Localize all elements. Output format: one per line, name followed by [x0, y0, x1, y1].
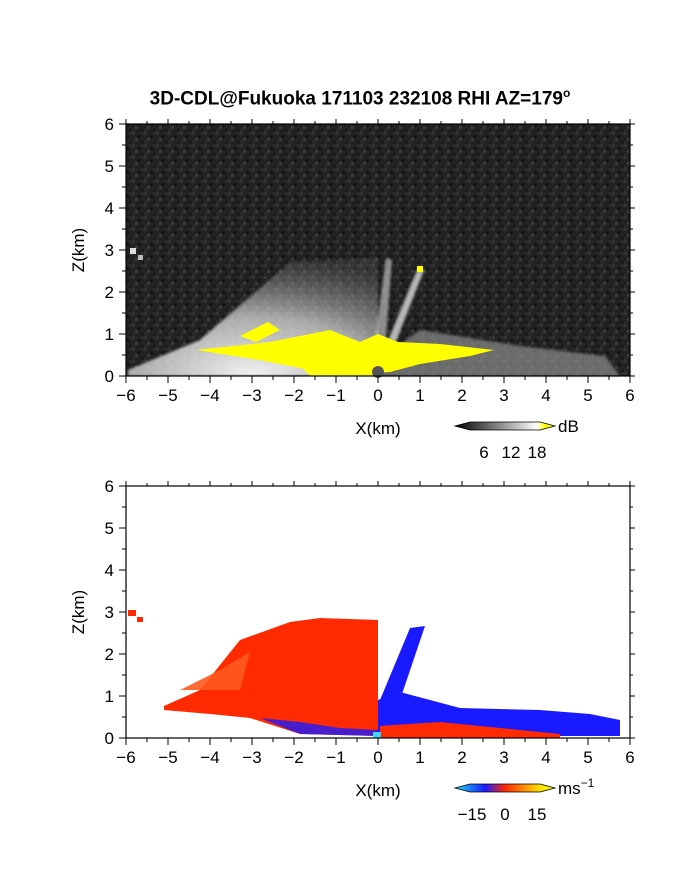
velocity-colorbar-tick: 0: [500, 805, 509, 824]
y-axis-label: Z(km): [69, 228, 88, 272]
intensity-yellow-ground: [300, 366, 378, 376]
x-axis-label: X(km): [355, 781, 400, 800]
y-tick-label: 2: [105, 283, 114, 302]
y-axis-label: Z(km): [69, 590, 88, 634]
x-tick-label: −4: [200, 748, 219, 767]
velocity-positive-upper: [180, 652, 250, 690]
velocity-near-zero-site: [373, 732, 381, 738]
intensity-lidar-site: [372, 366, 384, 378]
x-tick-label: 2: [457, 748, 466, 767]
x-tick-label: −2: [284, 386, 303, 405]
velocity-colorbar-unit-base: ms: [558, 779, 581, 798]
x-tick-label: 1: [415, 386, 424, 405]
y-tick-label: 0: [105, 367, 114, 386]
figure-title-text: 3D-CDL@Fukuoka 171103 232108 RHI AZ=179: [149, 88, 563, 110]
y-tick-label: 5: [105, 519, 114, 538]
x-tick-label: 2: [457, 386, 466, 405]
y-tick-label: 5: [105, 157, 114, 176]
x-tick-label: −5: [158, 386, 177, 405]
x-tick-label: −1: [326, 386, 345, 405]
x-tick-label: −1: [326, 748, 345, 767]
y-tick-label: 4: [105, 199, 114, 218]
intensity-colorbar-tick: 18: [528, 443, 547, 462]
intensity-colorbar: 6 12 18 dB: [453, 417, 579, 462]
x-tick-label: −4: [200, 386, 219, 405]
y-tick-label: 1: [105, 687, 114, 706]
intensity-colorbar-unit: dB: [558, 417, 579, 436]
velocity-colorbar-unit-exponent: −1: [581, 776, 595, 790]
x-tick-label: 5: [583, 748, 592, 767]
y-tick-label: 3: [105, 241, 114, 260]
velocity-positive-region: [164, 618, 378, 736]
intensity-colorbar-tick: 12: [502, 443, 521, 462]
velocity-negative-plume: [380, 626, 425, 700]
velocity-negative-under: [260, 718, 378, 736]
x-tick-label: −6: [116, 386, 135, 405]
figure-title: 3D-CDL@Fukuoka 171103 232108 RHI AZ=179o: [0, 86, 680, 110]
intensity-colorbar-bar: [453, 421, 557, 431]
intensity-plume-top: [417, 266, 423, 272]
intensity-colorbar-tick: 6: [479, 443, 488, 462]
intensity-yellow-core: [196, 330, 494, 374]
x-tick-label: 5: [583, 386, 592, 405]
x-tick-label: 0: [373, 386, 382, 405]
velocity-panel: −6 −5 −4 −3 −2 −1 0 1 2 3 4 5 6 0 1 2 3 4 5 6 X(km) Z(km) −15…: [69, 477, 635, 824]
figure-title-degree: o: [562, 86, 571, 100]
y-tick-label: 3: [105, 603, 114, 622]
x-tick-label: −2: [284, 748, 303, 767]
x-tick-label: 6: [625, 748, 634, 767]
intensity-axes: −6 −5 −4 −3 −2 −1 0 1 2 3 4 5 6 0 1 2 3 4 5 6 X(km) Z(km): [69, 115, 635, 438]
y-tick-label: 0: [105, 729, 114, 748]
velocity-positive-ground: [380, 722, 560, 738]
velocity-colorbar-tick: −15: [458, 805, 487, 824]
y-tick-label: 4: [105, 561, 114, 580]
x-tick-label: 3: [499, 386, 508, 405]
x-tick-label: 6: [625, 386, 634, 405]
x-tick-label: −6: [116, 748, 135, 767]
intensity-isolated-echo: [130, 248, 136, 254]
y-tick-label: 1: [105, 325, 114, 344]
x-tick-label: 0: [373, 748, 382, 767]
velocity-colorbar-tick: 15: [528, 805, 547, 824]
x-tick-label: 4: [541, 386, 550, 405]
velocity-echo-features: [128, 610, 620, 738]
x-tick-label: 4: [541, 748, 550, 767]
velocity-colorbar-unit: ms−1: [558, 776, 595, 798]
x-tick-label: −5: [158, 748, 177, 767]
intensity-yellow-patch: [240, 322, 280, 342]
intensity-isolated-echo-2: [138, 255, 143, 260]
y-tick-label: 6: [105, 477, 114, 496]
y-tick-label: 2: [105, 645, 114, 664]
x-axis-label: X(km): [355, 419, 400, 438]
x-tick-label: 3: [499, 748, 508, 767]
velocity-isolated-echo-2: [137, 617, 143, 622]
y-tick-label: 6: [105, 115, 114, 134]
velocity-axes: −6 −5 −4 −3 −2 −1 0 1 2 3 4 5 6 0 1 2 3 4 5 6 X(km) Z(km): [69, 477, 635, 800]
velocity-colorbar: −15 0 15 ms−1: [453, 776, 595, 824]
x-tick-label: −3: [242, 748, 261, 767]
x-tick-label: 1: [415, 748, 424, 767]
x-tick-label: −3: [242, 386, 261, 405]
intensity-narrow-plume: [380, 268, 424, 362]
velocity-isolated-echo: [128, 610, 136, 616]
intensity-right-layer: [378, 330, 620, 376]
velocity-colorbar-bar: [453, 783, 557, 793]
